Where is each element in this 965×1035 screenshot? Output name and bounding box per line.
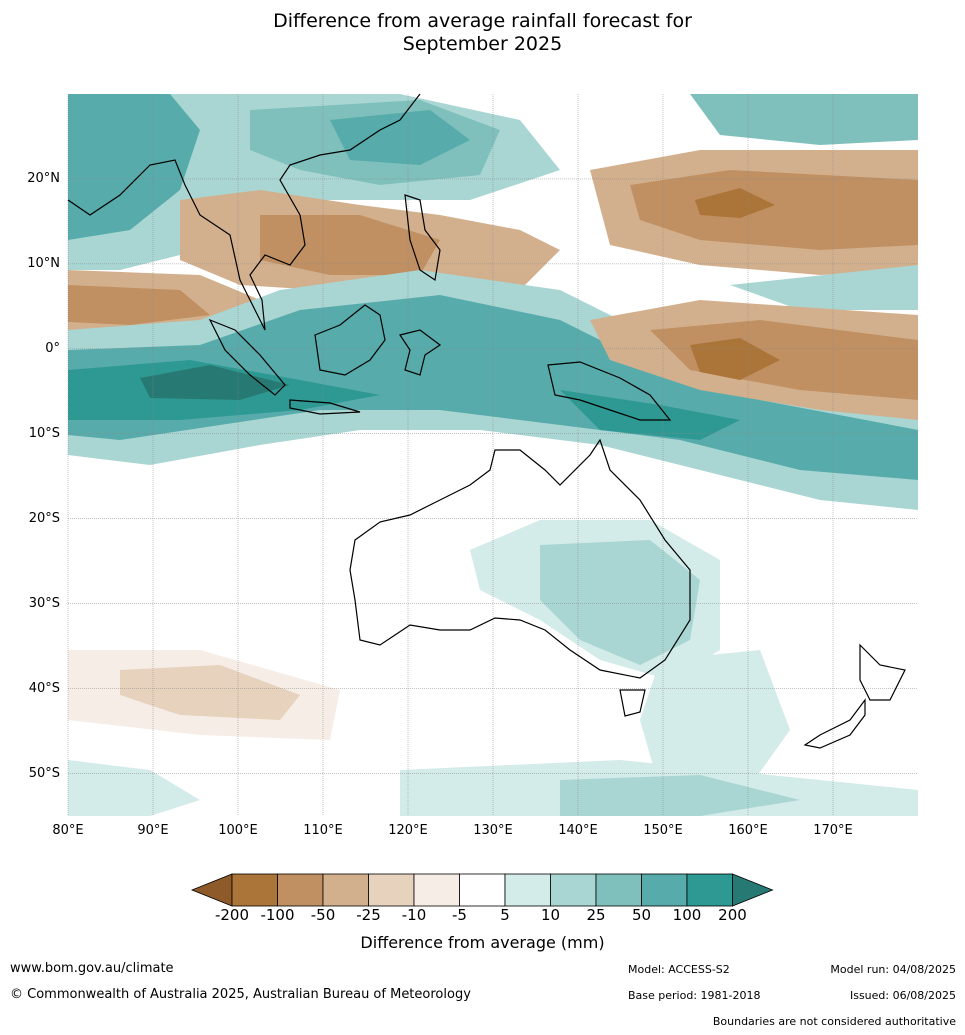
colorbar-swatch bbox=[550, 873, 597, 907]
colorbar-swatch bbox=[277, 873, 324, 907]
coastline-philippines bbox=[404, 194, 441, 282]
rainfall-anomaly-map bbox=[67, 93, 918, 816]
latitude-label: 20°S bbox=[28, 510, 60, 526]
latitude-label: 40°S bbox=[28, 680, 60, 696]
footer-copyright: © Commonwealth of Australia 2025, Austra… bbox=[10, 987, 471, 1002]
longitude-label: 90°E bbox=[137, 823, 169, 838]
colorbar-tick-label: -100 bbox=[260, 906, 295, 924]
longitude-label: 170°E bbox=[813, 823, 853, 838]
colorbar-swatch bbox=[459, 873, 506, 907]
latitude-label: 30°S bbox=[28, 595, 60, 611]
colorbar-extend-low bbox=[190, 873, 233, 907]
colorbar-swatch bbox=[504, 873, 551, 907]
dry-region-central-pacific-peak bbox=[690, 338, 780, 380]
map-title-line1: Difference from average rainfall forecas… bbox=[273, 10, 692, 32]
colorbar-tick-label: -25 bbox=[356, 906, 381, 924]
colorbar-tick-label: -200 bbox=[214, 906, 250, 924]
footer-model: Model: ACCESS-S2 bbox=[628, 963, 730, 976]
wet-region-southwest bbox=[68, 760, 200, 816]
footer-model-run: Model run: 04/08/2025 bbox=[830, 963, 956, 976]
wet-region-north-pacific bbox=[690, 94, 918, 145]
dry-region-philippines-core bbox=[260, 215, 440, 275]
colorbar-swatch bbox=[322, 873, 369, 907]
dry-region-south-indian-ocean-core bbox=[120, 665, 300, 720]
colorbar-tick-label: 200 bbox=[718, 906, 747, 924]
colorbar-tick-label: -10 bbox=[401, 906, 427, 924]
colorbar-extend-high bbox=[732, 873, 774, 907]
wet-region-southern-ocean-core bbox=[560, 775, 800, 816]
colorbar-tick-label: 25 bbox=[586, 906, 606, 924]
dry-region-indian-ocean-core bbox=[68, 285, 210, 325]
latitude-label: 20°N bbox=[27, 170, 60, 186]
wet-region-tasman bbox=[640, 650, 790, 800]
colorbar-swatch bbox=[595, 873, 642, 907]
wet-band-equatorial-peak bbox=[140, 365, 290, 400]
wet-region-north-west-core bbox=[68, 94, 200, 240]
latitude-label: 10°S bbox=[28, 425, 60, 441]
dry-region-north-pacific-peak bbox=[695, 188, 775, 218]
colorbar-swatch bbox=[368, 873, 415, 907]
coastline-sulawesi bbox=[399, 329, 442, 376]
coastline-asia-mainland bbox=[67, 93, 421, 331]
longitude-label: 160°E bbox=[728, 823, 768, 838]
coastline-borneo bbox=[314, 304, 386, 376]
map-title-line2: September 2025 bbox=[402, 33, 563, 55]
coastline-sumatra bbox=[208, 318, 286, 396]
coastline-new-zealand-south bbox=[803, 698, 866, 749]
coastline-australia bbox=[349, 438, 691, 679]
colorbar-title: Difference from average (mm) bbox=[360, 933, 605, 952]
dry-region-central-pacific-core bbox=[650, 320, 918, 400]
latitude-label: 0° bbox=[45, 340, 60, 356]
latitude-label: 10°N bbox=[27, 255, 60, 271]
graticule bbox=[67, 94, 918, 816]
wet-region-south-china-core bbox=[330, 110, 470, 165]
longitude-label: 110°E bbox=[303, 823, 343, 838]
footer-disclaimer: Boundaries are not considered authoritat… bbox=[712, 1015, 956, 1028]
longitude-label: 140°E bbox=[558, 823, 598, 838]
colorbar-swatch bbox=[641, 873, 688, 907]
longitude-label: 120°E bbox=[388, 823, 428, 838]
dry-region-north-pacific-core bbox=[630, 170, 918, 250]
coastline-tasmania bbox=[619, 689, 646, 717]
longitude-label: 100°E bbox=[218, 823, 258, 838]
colorbar-tick-label: 5 bbox=[500, 906, 510, 924]
colorbar-tick-label: 100 bbox=[672, 906, 702, 924]
longitude-label: 150°E bbox=[643, 823, 683, 838]
colorbar-tick-label: 50 bbox=[631, 906, 652, 924]
colorbar-swatch bbox=[686, 873, 733, 907]
longitude-label: 130°E bbox=[473, 823, 513, 838]
colorbar-swatch bbox=[231, 873, 278, 907]
coastlines bbox=[67, 93, 906, 749]
colorbar-tick-label: 10 bbox=[540, 906, 561, 924]
colorbar-tick-label: -5 bbox=[452, 906, 467, 924]
colorbar-swatch bbox=[413, 873, 460, 907]
map-title: Difference from average rainfall forecas… bbox=[0, 10, 965, 56]
coastline-new-guinea bbox=[547, 361, 672, 421]
coastline-java bbox=[289, 399, 361, 415]
wet-region-new-guinea bbox=[560, 390, 740, 440]
latitude-label: 50°S bbox=[28, 765, 60, 781]
colorbar bbox=[190, 873, 774, 907]
colorbar-tick-label: -50 bbox=[310, 906, 336, 924]
footer-url: www.bom.gov.au/climate bbox=[10, 961, 174, 976]
footer-base-period: Base period: 1981-2018 bbox=[628, 989, 761, 1002]
wet-strip-pacific bbox=[730, 265, 918, 310]
wet-region-australia-core bbox=[540, 540, 700, 665]
footer-issued: Issued: 06/08/2025 bbox=[849, 989, 956, 1002]
coastline-new-zealand-north bbox=[859, 643, 906, 701]
longitude-label: 80°E bbox=[52, 823, 84, 838]
